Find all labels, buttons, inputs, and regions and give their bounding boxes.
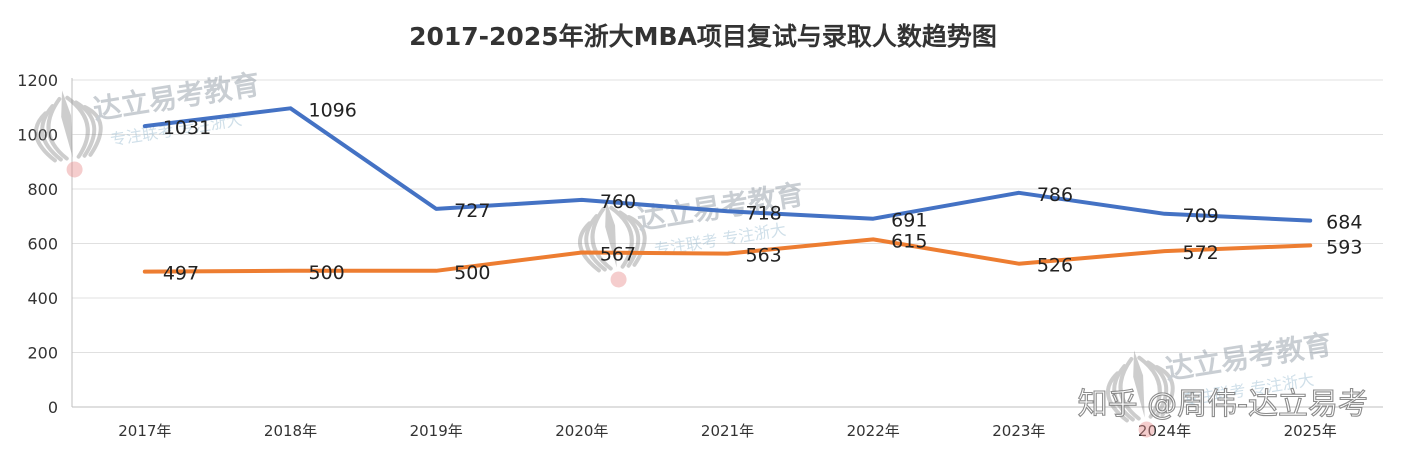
y-tick-label: 600	[27, 235, 58, 254]
x-tick-label: 2019年	[410, 422, 463, 440]
data-label: 497	[163, 263, 199, 285]
x-tick-label: 2020年	[555, 422, 608, 440]
y-tick-label: 0	[48, 398, 58, 417]
x-tick-label: 2018年	[264, 422, 317, 440]
data-label: 1096	[309, 99, 357, 121]
zhihu-watermark: 知乎 @周伟-达立易考	[1078, 387, 1368, 422]
y-tick-label: 1200	[17, 71, 58, 90]
series-lines	[142, 106, 1313, 274]
data-label: 563	[746, 245, 782, 267]
data-label: 526	[1037, 255, 1073, 277]
data-point	[1018, 192, 1020, 194]
gridlines	[72, 79, 1383, 408]
data-label: 572	[1183, 242, 1219, 264]
data-point	[1309, 244, 1311, 246]
x-tick-label: 2021年	[701, 422, 754, 440]
data-point	[727, 253, 728, 255]
y-tick-label: 200	[27, 344, 58, 363]
data-point	[435, 208, 437, 210]
x-tick-label: 2025年	[1284, 422, 1337, 440]
data-point	[1164, 250, 1165, 252]
data-point	[727, 210, 728, 212]
data-label: 718	[746, 202, 782, 224]
data-label: 615	[891, 230, 927, 252]
data-point	[1164, 213, 1165, 215]
data-point	[290, 107, 291, 109]
data-point	[581, 199, 583, 201]
data-label: 684	[1326, 212, 1362, 234]
data-labels: 1031 1096 727 760 718 691 786 709 684 497 500 500 56…	[163, 99, 1363, 284]
data-label: 1031	[163, 117, 211, 139]
data-point	[581, 251, 583, 253]
data-point	[144, 125, 146, 127]
data-point	[435, 270, 437, 272]
axes: 0 200 400 600 800 1000 1200 2017年 2018年 2019年 2020…	[17, 71, 1336, 440]
y-tick-label: 400	[27, 289, 58, 308]
data-point	[872, 218, 874, 220]
x-tick-label: 2024年	[1138, 422, 1191, 440]
data-label: 500	[454, 262, 490, 284]
x-tick-label: 2017年	[118, 422, 171, 440]
data-point	[872, 238, 874, 240]
data-point	[290, 270, 291, 272]
x-tick-label: 2022年	[847, 422, 900, 440]
data-point	[1018, 263, 1020, 265]
data-label: 727	[454, 200, 490, 222]
y-tick-label: 800	[27, 180, 58, 199]
data-point	[144, 271, 146, 273]
y-tick-label: 1000	[17, 126, 58, 145]
data-label: 709	[1183, 205, 1219, 227]
chart-title: 2017-2025年浙大MBA项目复试与录取人数趋势图	[409, 22, 997, 51]
data-label: 691	[891, 210, 927, 232]
data-label: 760	[600, 191, 636, 213]
data-point	[1309, 220, 1311, 222]
x-tick-label: 2023年	[992, 422, 1045, 440]
data-label: 593	[1326, 236, 1362, 258]
data-label: 500	[309, 262, 345, 284]
data-label: 567	[600, 243, 636, 265]
data-label: 786	[1037, 184, 1073, 206]
